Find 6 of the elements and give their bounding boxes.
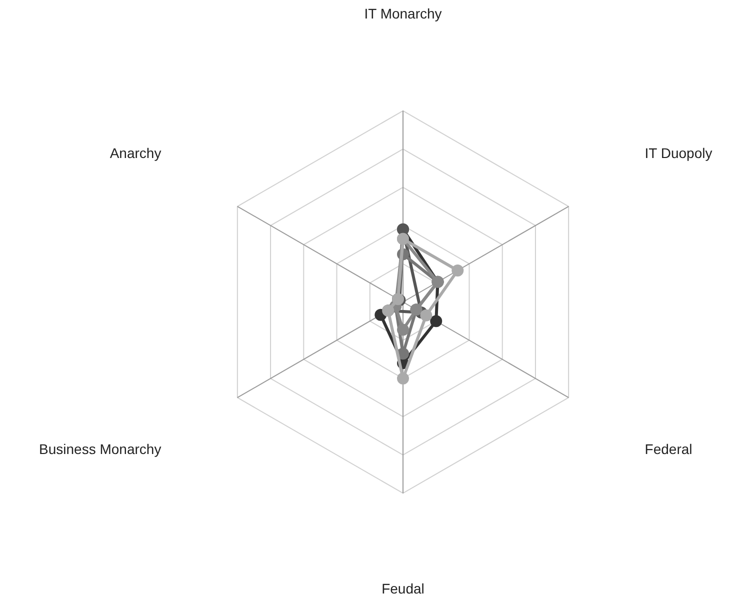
- spoke-label: Federal: [644, 440, 692, 457]
- spoke-label: Business Monarchy: [39, 440, 162, 457]
- spoke-label: Feudal: [382, 580, 424, 596]
- spoke-label: Anarchy: [110, 144, 162, 161]
- spoke-label: IT Monarchy: [364, 5, 442, 22]
- spoke-label: IT Duopoly: [644, 144, 712, 161]
